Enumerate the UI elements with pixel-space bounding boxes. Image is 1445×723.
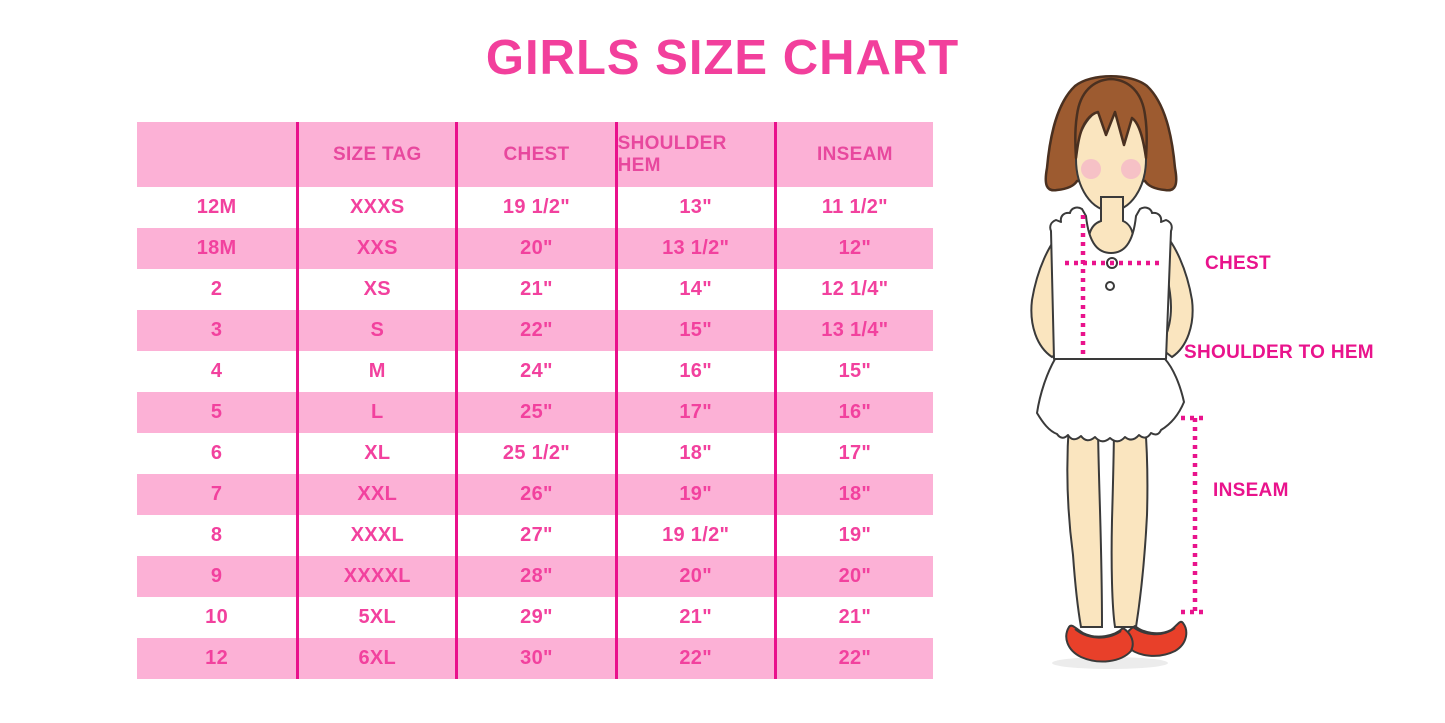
size-cell: 7 [137,474,297,515]
size-cell: XXXXL [296,556,456,597]
girl-blush-left [1081,159,1101,179]
size-cell: 12M [137,187,297,228]
size-cell: 20" [614,556,774,597]
size-cell: 12 1/4" [773,269,933,310]
size-cell: 2 [137,269,297,310]
size-cell: 21" [773,597,933,638]
size-cell: 13" [614,187,774,228]
size-cell: 19 1/2" [614,515,774,556]
size-cell: 13 1/2" [614,228,774,269]
size-chart-table: SIZE TAG CHEST SHOULDER HEM INSEAM 12M XXXS 19… [137,122,933,679]
girl-leg-left [1066,422,1104,628]
size-cell: 8 [137,515,297,556]
size-cell: 13 1/4" [773,310,933,351]
size-cell: S [296,310,456,351]
size-cell: L [296,392,456,433]
girl-top-button-2 [1105,281,1115,291]
inseam-label: INSEAM [1213,480,1289,501]
size-cell: 17" [614,392,774,433]
column-header: SIZE TAG [296,122,456,187]
size-cell: 3 [137,310,297,351]
size-cell: 27" [455,515,615,556]
girl-skirt [1036,358,1185,443]
size-cell: 15" [773,351,933,392]
size-cell: 20" [773,556,933,597]
size-cell: XXXS [296,187,456,228]
size-cell: 12" [773,228,933,269]
size-cell: 12 [137,638,297,679]
size-cell: 5 [137,392,297,433]
column-header: INSEAM [773,122,933,187]
size-cell: 25" [455,392,615,433]
size-cell: 5XL [296,597,456,638]
size-cell: XL [296,433,456,474]
girl-illustration [1030,75,1206,669]
size-cell: 30" [455,638,615,679]
size-cell: 28" [455,556,615,597]
size-cell: 25 1/2" [455,433,615,474]
size-cell: 15" [614,310,774,351]
column-header [137,122,297,187]
column-header: CHEST [455,122,615,187]
size-cell: 20" [455,228,615,269]
size-cell: 22" [614,638,774,679]
size-cell: 19" [614,474,774,515]
size-cell: 11 1/2" [773,187,933,228]
page-title: GIRLS SIZE CHART [485,31,960,85]
chest-label: CHEST [1205,253,1271,274]
size-cell: 18" [773,474,933,515]
size-cell: 18M [137,228,297,269]
ground-shadow [1052,657,1168,669]
girl-shoe-right-strap [1132,626,1176,636]
size-cell: 26" [455,474,615,515]
size-cell: 16" [773,392,933,433]
size-cell: 18" [614,433,774,474]
column-header: SHOULDER HEM [614,122,774,187]
size-cell: 22" [455,310,615,351]
size-cell: XS [296,269,456,310]
size-cell: 29" [455,597,615,638]
size-cell: 19 1/2" [455,187,615,228]
size-cell: XXS [296,228,456,269]
size-cell: 10 [137,597,297,638]
size-cell: 16" [614,351,774,392]
shoulder-to-hem-label: SHOULDER TO HEM [1184,342,1374,363]
size-cell: XXL [296,474,456,515]
size-cell: 22" [773,638,933,679]
girl-shoe-left-strap [1074,628,1122,639]
girl-bangs [1074,77,1148,160]
size-cell: 19" [773,515,933,556]
size-cell: M [296,351,456,392]
size-cell: 21" [455,269,615,310]
girl-leg-right [1110,422,1149,628]
size-cell: 9 [137,556,297,597]
girl-blush-right [1121,159,1141,179]
size-cell: XXXL [296,515,456,556]
size-cell: 24" [455,351,615,392]
size-cell: 14" [614,269,774,310]
size-cell: 4 [137,351,297,392]
size-cell: 6XL [296,638,456,679]
size-cell: 17" [773,433,933,474]
size-cell: 21" [614,597,774,638]
size-cell: 6 [137,433,297,474]
